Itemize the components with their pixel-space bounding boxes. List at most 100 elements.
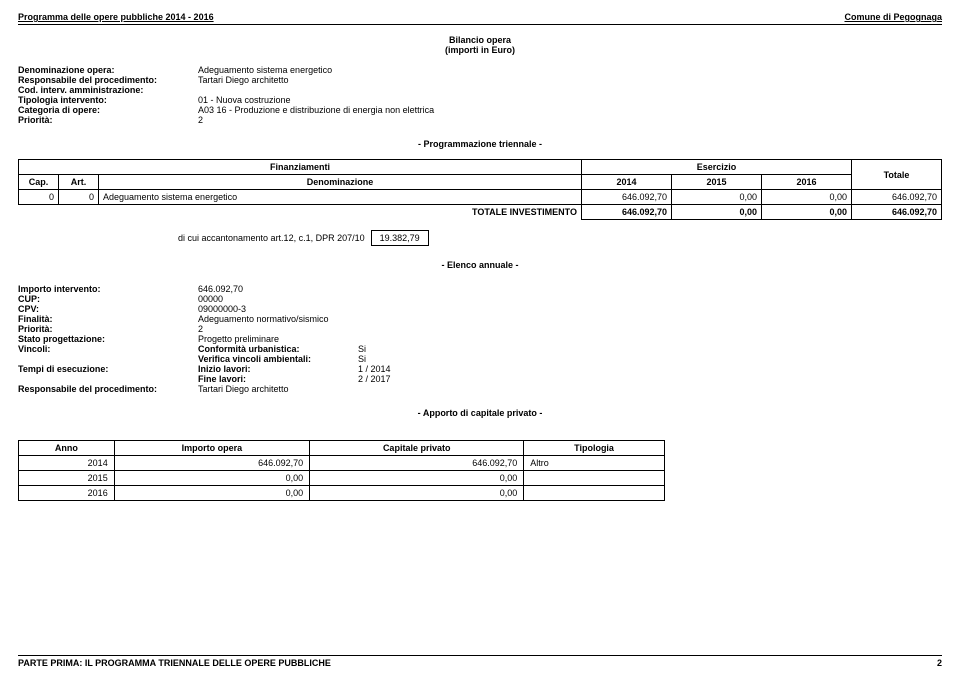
td-importo: 0,00: [114, 486, 309, 501]
table-row: Cap. Art. Denominazione 2014 2015 2016: [19, 175, 942, 190]
th-2016: 2016: [762, 175, 852, 190]
td-capitale: 0,00: [310, 486, 524, 501]
td-2014: 646.092,70: [582, 190, 672, 205]
el-label: Vincoli:: [18, 344, 198, 364]
sub-value: Si: [358, 344, 366, 354]
el-label: Importo intervento:: [18, 284, 198, 294]
sub-value: 1 / 2014: [358, 364, 391, 374]
tot-label: TOTALE INVESTIMENTO: [19, 205, 582, 220]
meta-label: Responsabile del procedimento:: [18, 75, 198, 85]
elenco-row: Priorità:2: [18, 324, 942, 334]
table-row: 0 0 Adeguamento sistema energetico 646.0…: [19, 190, 942, 205]
elenco-row-resp: Responsabile del procedimento: Tartari D…: [18, 384, 942, 394]
page-header: Programma delle opere pubbliche 2014 - 2…: [18, 12, 942, 25]
td-capitale: 0,00: [310, 471, 524, 486]
table-row: Anno Importo opera Capitale privato Tipo…: [19, 441, 665, 456]
el-value: 09000000-3: [198, 304, 246, 314]
th-2014: 2014: [582, 175, 672, 190]
el-value: 646.092,70: [198, 284, 243, 294]
td-2015: 0,00: [672, 190, 762, 205]
elenco-block: Importo intervento:646.092,70 CUP:00000 …: [18, 284, 942, 394]
apporto-table: Anno Importo opera Capitale privato Tipo…: [18, 440, 665, 501]
table-row: 2014 646.092,70 646.092,70 Altro: [19, 456, 665, 471]
meta-value: 2: [198, 115, 203, 125]
tot-2016: 0,00: [762, 205, 852, 220]
sub-label: Verifica vincoli ambientali:: [198, 354, 358, 364]
accant-value: 19.382,79: [371, 230, 429, 246]
footer-right: 2: [937, 658, 942, 668]
el-value: Tartari Diego architetto: [198, 384, 289, 394]
meta-label: Priorità:: [18, 115, 198, 125]
table-row: 2015 0,00 0,00: [19, 471, 665, 486]
page-footer: PARTE PRIMA: IL PROGRAMMA TRIENNALE DELL…: [18, 655, 942, 668]
finanziamenti-table: Finanziamenti Esercizio Totale Cap. Art.…: [18, 159, 942, 220]
el-label: Finalità:: [18, 314, 198, 324]
elenco-row-tempi: Tempi di esecuzione: Inizio lavori:1 / 2…: [18, 364, 942, 384]
elenco-row-vincoli: Vincoli: Conformità urbanistica:Si Verif…: [18, 344, 942, 364]
th-anno: Anno: [19, 441, 115, 456]
td-anno: 2014: [19, 456, 115, 471]
table-row: Finanziamenti Esercizio Totale: [19, 160, 942, 175]
meta-value: Tartari Diego architetto: [198, 75, 289, 85]
th-importo: Importo opera: [114, 441, 309, 456]
title-line1: Bilancio opera: [18, 35, 942, 45]
elenco-row: Importo intervento:646.092,70: [18, 284, 942, 294]
sub-value: 2 / 2017: [358, 374, 391, 384]
sub-row: Fine lavori:2 / 2017: [198, 374, 942, 384]
title-line2: (importi in Euro): [18, 45, 942, 55]
table-row-total: TOTALE INVESTIMENTO 646.092,70 0,00 0,00…: [19, 205, 942, 220]
el-value: Adeguamento normativo/sismico: [198, 314, 329, 324]
meta-row: Responsabile del procedimento: Tartari D…: [18, 75, 942, 85]
header-left: Programma delle opere pubbliche 2014 - 2…: [18, 12, 214, 22]
meta-label: Cod. interv. amministrazione:: [18, 85, 198, 95]
table-row: 2016 0,00 0,00: [19, 486, 665, 501]
meta-row: Tipologia intervento: 01 - Nuova costruz…: [18, 95, 942, 105]
el-value: 00000: [198, 294, 223, 304]
meta-row: Cod. interv. amministrazione:: [18, 85, 942, 95]
el-value: 2: [198, 324, 203, 334]
th-denom: Denominazione: [99, 175, 582, 190]
td-importo: 0,00: [114, 471, 309, 486]
th-cap: Cap.: [19, 175, 59, 190]
el-label: CPV:: [18, 304, 198, 314]
header-right: Comune di Pegognaga: [844, 12, 942, 22]
title-block: Bilancio opera (importi in Euro): [18, 35, 942, 55]
td-anno: 2016: [19, 486, 115, 501]
elenco-row: CPV:09000000-3: [18, 304, 942, 314]
meta-row: Categoria di opere: A03 16 - Produzione …: [18, 105, 942, 115]
td-tipologia: Altro: [524, 456, 665, 471]
meta-value: 01 - Nuova costruzione: [198, 95, 291, 105]
prog-triennale-label: - Programmazione triennale -: [18, 139, 942, 149]
td-capitale: 646.092,70: [310, 456, 524, 471]
meta-block: Denominazione opera: Adeguamento sistema…: [18, 65, 942, 125]
elenco-row: Stato progettazione:Progetto preliminare: [18, 334, 942, 344]
el-value: Progetto preliminare: [198, 334, 279, 344]
td-anno: 2015: [19, 471, 115, 486]
sub-value: Si: [358, 354, 366, 364]
sub-label: Fine lavori:: [198, 374, 358, 384]
th-capitale: Capitale privato: [310, 441, 524, 456]
el-label: Priorità:: [18, 324, 198, 334]
elenco-row: Finalità:Adeguamento normativo/sismico: [18, 314, 942, 324]
td-denom: Adeguamento sistema energetico: [99, 190, 582, 205]
meta-label: Denominazione opera:: [18, 65, 198, 75]
el-label: Responsabile del procedimento:: [18, 384, 198, 394]
sub-label: Inizio lavori:: [198, 364, 358, 374]
td-importo: 646.092,70: [114, 456, 309, 471]
sub-label: Conformità urbanistica:: [198, 344, 358, 354]
el-label: Tempi di esecuzione:: [18, 364, 198, 384]
accant-label: di cui accantonamento art.12, c.1, DPR 2…: [178, 233, 365, 243]
th-esercizio: Esercizio: [582, 160, 852, 175]
sub-row: Verifica vincoli ambientali:Si: [198, 354, 942, 364]
meta-label: Tipologia intervento:: [18, 95, 198, 105]
sub-row: Inizio lavori:1 / 2014: [198, 364, 942, 374]
th-2015: 2015: [672, 175, 762, 190]
th-tipologia: Tipologia: [524, 441, 665, 456]
td-tipologia: [524, 471, 665, 486]
apporto-label: - Apporto di capitale privato -: [18, 408, 942, 418]
td-totale: 646.092,70: [852, 190, 942, 205]
footer-left: PARTE PRIMA: IL PROGRAMMA TRIENNALE DELL…: [18, 658, 331, 668]
td-2016: 0,00: [762, 190, 852, 205]
el-label: CUP:: [18, 294, 198, 304]
el-label: Stato progettazione:: [18, 334, 198, 344]
